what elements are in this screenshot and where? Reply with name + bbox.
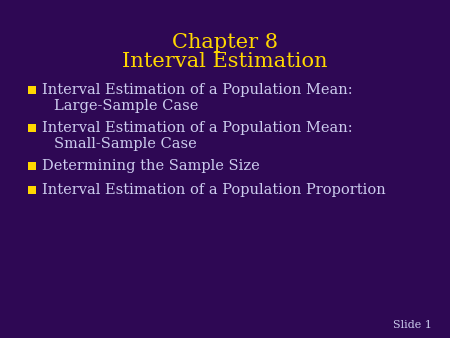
FancyBboxPatch shape xyxy=(28,86,36,94)
Text: Slide 1: Slide 1 xyxy=(393,320,432,330)
Text: Determining the Sample Size: Determining the Sample Size xyxy=(42,159,260,173)
Text: Interval Estimation of a Population Mean:: Interval Estimation of a Population Mean… xyxy=(42,121,353,135)
FancyBboxPatch shape xyxy=(28,162,36,170)
Text: Large-Sample Case: Large-Sample Case xyxy=(54,99,198,113)
Text: Interval Estimation of a Population Mean:: Interval Estimation of a Population Mean… xyxy=(42,83,353,97)
Text: Chapter 8: Chapter 8 xyxy=(172,33,278,52)
Text: Interval Estimation: Interval Estimation xyxy=(122,52,328,71)
FancyBboxPatch shape xyxy=(28,186,36,194)
Text: Small-Sample Case: Small-Sample Case xyxy=(54,137,197,151)
Text: Interval Estimation of a Population Proportion: Interval Estimation of a Population Prop… xyxy=(42,183,386,197)
FancyBboxPatch shape xyxy=(28,124,36,132)
